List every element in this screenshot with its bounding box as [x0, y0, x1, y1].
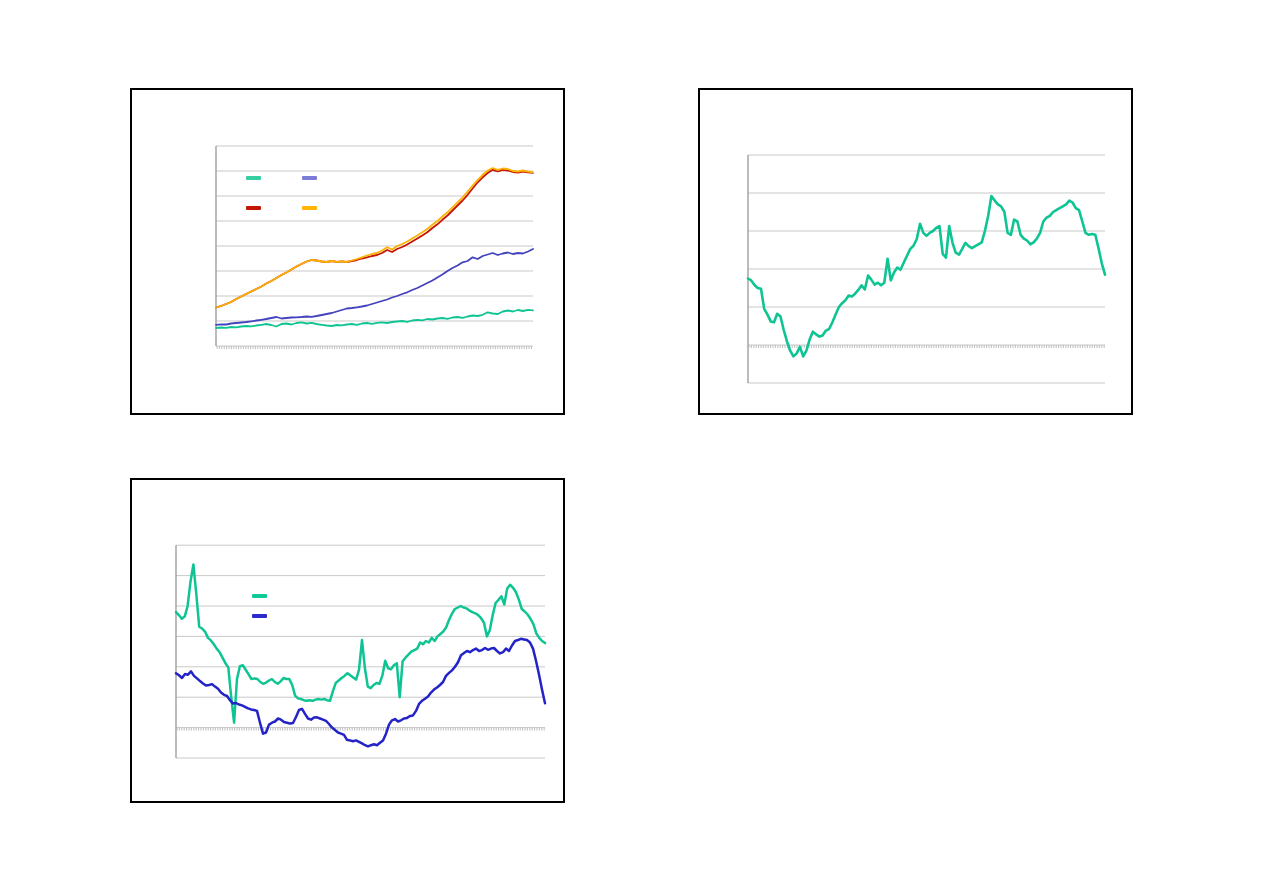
chart-panel-bottom-left [130, 478, 565, 803]
chart-panel-top-left [130, 88, 565, 415]
chart-panel-top-right [698, 88, 1133, 415]
legend-swatch [302, 206, 317, 210]
two-series-line-chart [132, 480, 563, 801]
legend-swatch [246, 206, 261, 210]
legend-swatch [246, 176, 261, 180]
multi-series-line-chart [132, 90, 563, 413]
series-line-teal-series [748, 196, 1105, 356]
legend-swatch [302, 176, 317, 180]
legend-swatch [252, 614, 267, 618]
series-line-teal-series [176, 564, 545, 722]
single-series-line-chart [700, 90, 1131, 413]
legend-swatch [252, 594, 267, 598]
series-line-red-series [216, 170, 533, 308]
series-line-orange-series [216, 168, 533, 308]
